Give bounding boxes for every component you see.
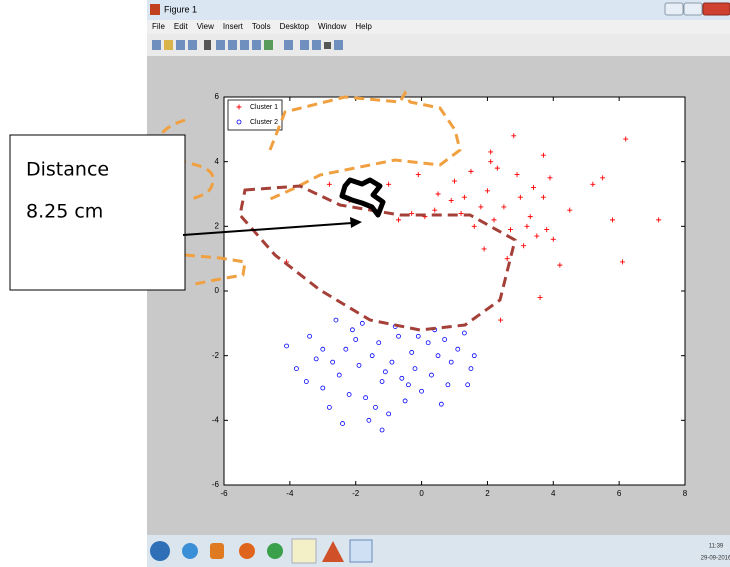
menu-item[interactable]: Tools (252, 22, 271, 31)
tool-icon[interactable] (240, 40, 249, 50)
tool-icon[interactable] (228, 40, 237, 50)
x-tick-label: 8 (683, 489, 688, 498)
tool-icon[interactable] (284, 40, 293, 50)
annotation-text: Distance (26, 159, 109, 181)
toolbar-icons (152, 40, 343, 50)
menu-items: File Edit View Insert Tools Desktop Window Help (152, 22, 372, 31)
x-tick-label: 6 (617, 489, 622, 498)
y-tick-label: 6 (215, 92, 220, 101)
screenshot: Figure 1 File Edit View Insert Tools Desktop W… (0, 0, 730, 567)
x-tick-label: 4 (551, 489, 556, 498)
x-tick-label: 0 (419, 489, 424, 498)
app-icon (150, 4, 160, 15)
menu-item[interactable]: Edit (174, 22, 189, 31)
minimize-button[interactable] (665, 3, 683, 15)
tool-icon[interactable] (164, 40, 173, 50)
x-tick-label: -4 (286, 489, 294, 498)
clock-date: 29-09-2016 (701, 556, 730, 562)
y-tick-label: -2 (212, 351, 220, 360)
taskbar-icon[interactable] (210, 543, 224, 559)
y-tick-label: -6 (212, 480, 220, 489)
menu-item[interactable]: Help (355, 22, 372, 31)
tool-icon[interactable] (152, 40, 161, 50)
tool-icon[interactable] (216, 40, 225, 50)
maximize-button[interactable] (684, 3, 702, 15)
legend-label: Cluster 2 (250, 119, 278, 126)
tool-icon[interactable] (264, 40, 273, 50)
taskbar-icon[interactable] (350, 540, 372, 562)
y-tick-label: -4 (212, 415, 220, 424)
title-bar (147, 0, 730, 20)
tool-icon[interactable] (252, 40, 261, 50)
menu-item[interactable]: Insert (223, 22, 244, 31)
tool-icon[interactable] (176, 40, 185, 50)
menu-item[interactable]: View (197, 22, 214, 31)
taskbar-icon[interactable] (239, 543, 255, 559)
taskbar-icon[interactable] (292, 539, 316, 563)
page: Figure 1 File Edit View Insert Tools Desktop W… (0, 0, 730, 567)
taskbar-icon[interactable] (182, 543, 198, 559)
x-tick-label: -6 (220, 489, 228, 498)
legend-label: Cluster 1 (250, 104, 278, 111)
tool-icon[interactable] (300, 40, 309, 50)
y-tick-label: 2 (215, 221, 220, 230)
clock-time: 11:39 (709, 544, 724, 550)
tool-icon[interactable] (188, 40, 197, 50)
close-button[interactable] (703, 3, 730, 15)
tool-icon[interactable] (334, 40, 343, 50)
y-tick-label: 4 (215, 157, 220, 166)
tool-icon[interactable] (324, 42, 331, 49)
tool-icon[interactable] (204, 40, 211, 50)
menu-item[interactable]: Window (318, 22, 347, 31)
window-title: Figure 1 (164, 4, 197, 14)
annotation-text: 8.25 cm (26, 201, 103, 223)
start-button[interactable] (150, 541, 170, 561)
tool-icon[interactable] (312, 40, 321, 50)
x-tick-label: -2 (352, 489, 360, 498)
y-tick-label: 0 (215, 286, 220, 295)
menu-item[interactable]: Desktop (280, 22, 310, 31)
taskbar-icon[interactable] (267, 543, 283, 559)
x-tick-label: 2 (485, 489, 490, 498)
taskbar (147, 535, 730, 567)
menu-item[interactable]: File (152, 22, 165, 31)
